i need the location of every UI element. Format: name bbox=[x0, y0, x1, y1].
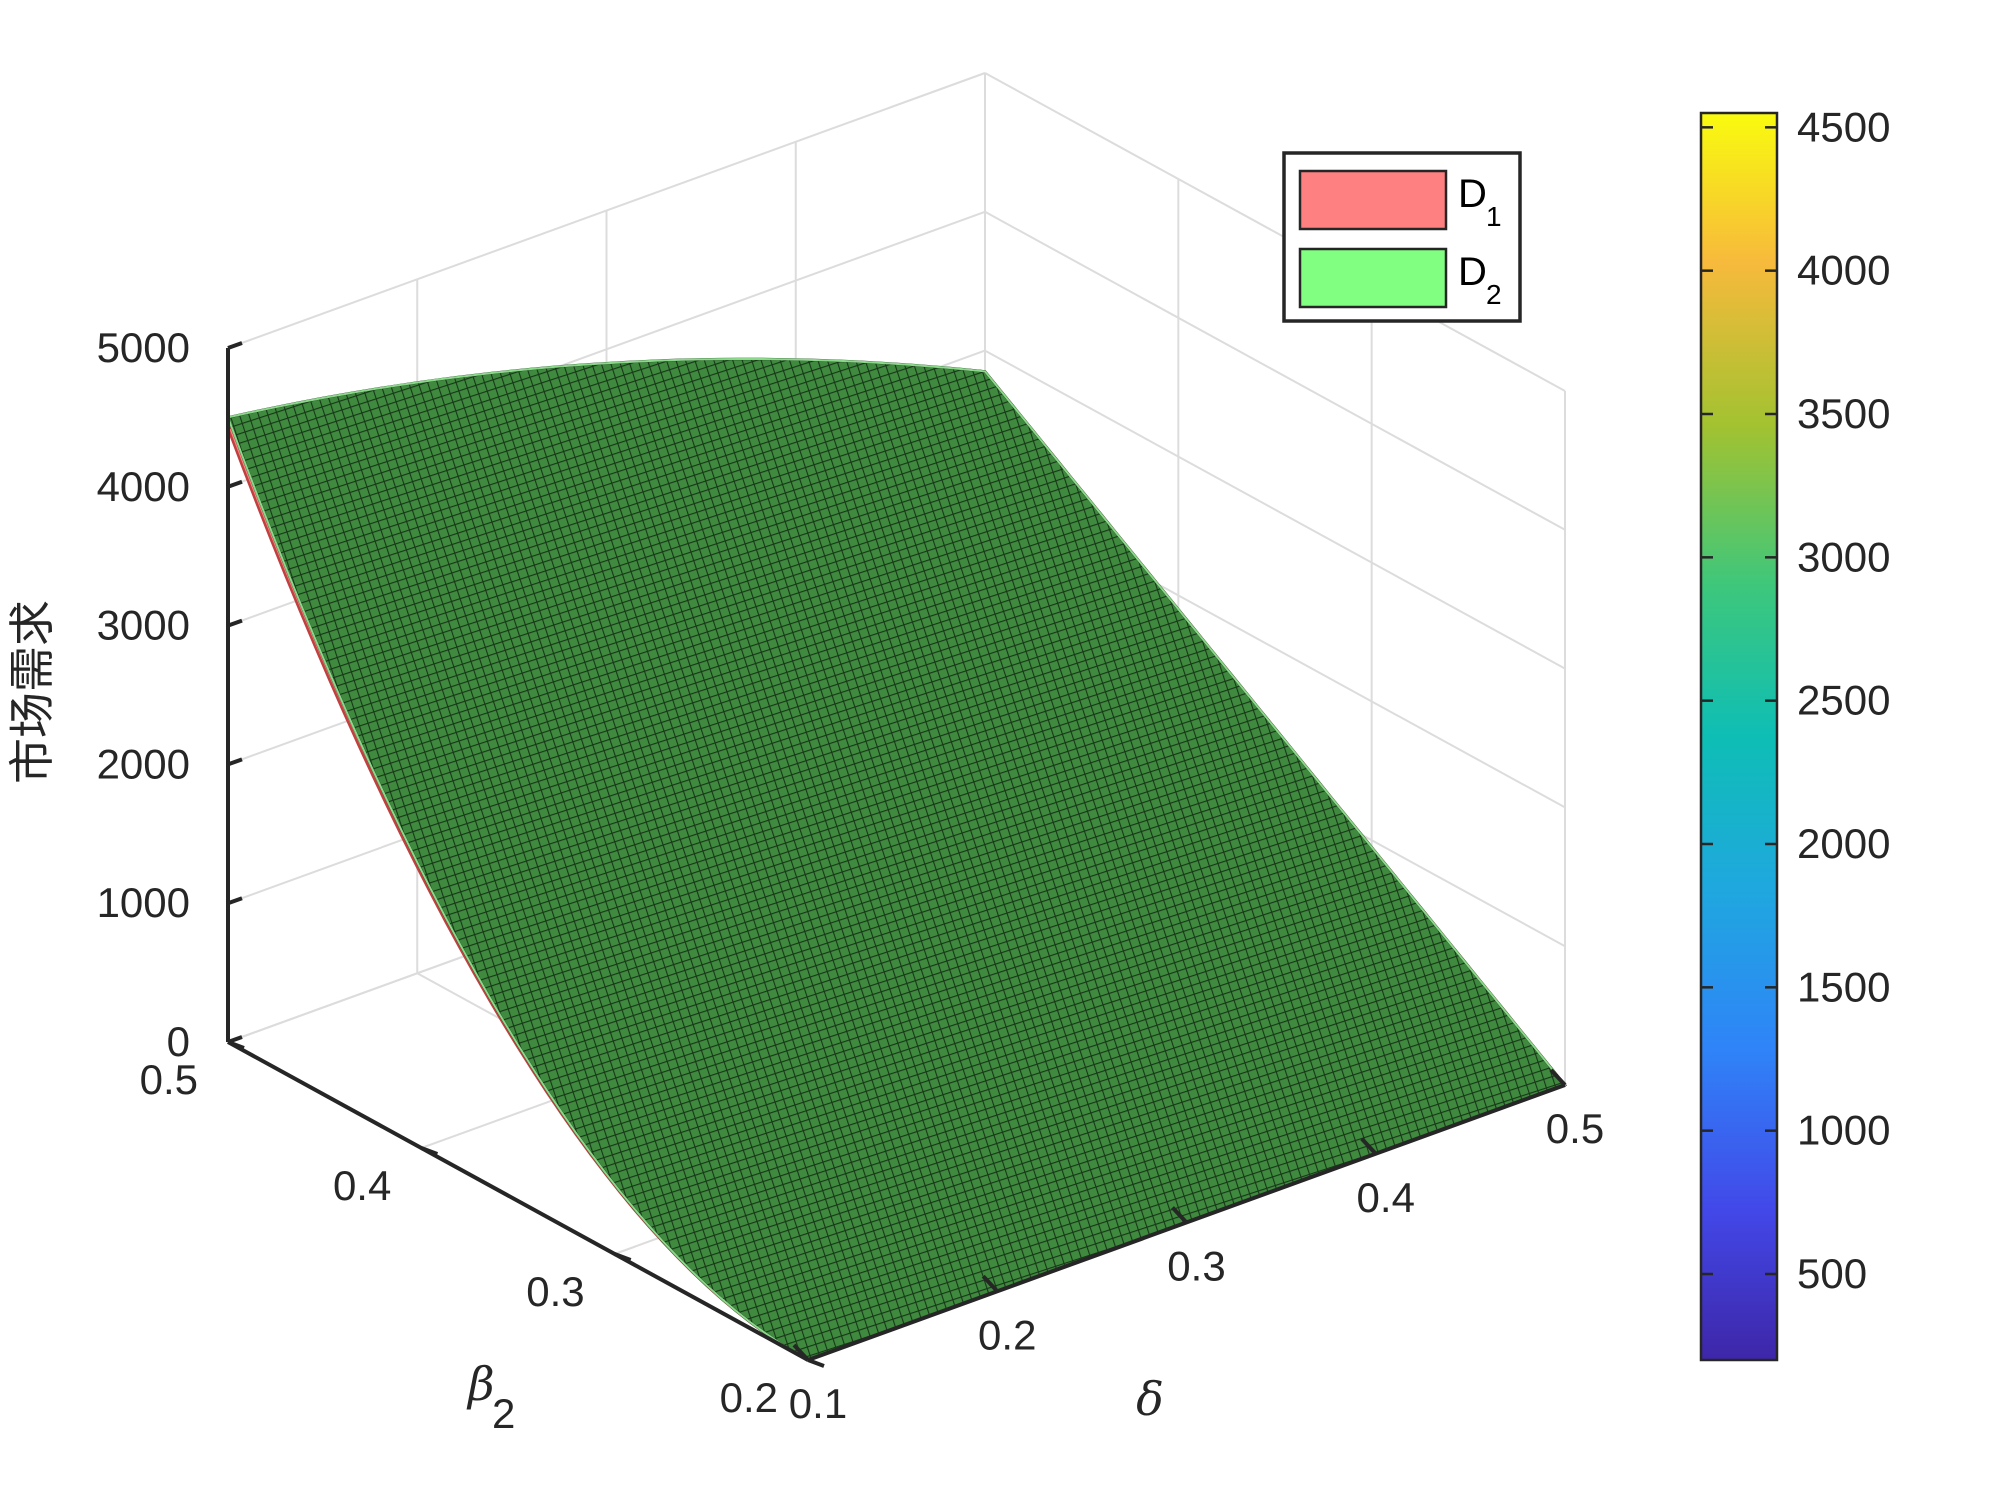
svg-text:β: β bbox=[466, 1357, 495, 1411]
grid-line bbox=[984, 210, 1566, 531]
colorbar-tick-label: 4500 bbox=[1797, 103, 1890, 150]
x-tick-mark bbox=[981, 1274, 999, 1293]
svg-text:2: 2 bbox=[492, 1390, 515, 1437]
z-tick-label: 4000 bbox=[97, 463, 190, 510]
z-tick-mark bbox=[227, 618, 243, 628]
colorbar-ticks: 500 1000 1500 2000 2500 3000 3500 4000 4500 bbox=[1701, 103, 1890, 1297]
y-tick-label: 0.5 bbox=[140, 1056, 198, 1103]
colorbar-gradient bbox=[1699, 111, 1779, 1362]
z-tick-label: 1000 bbox=[97, 879, 190, 926]
z-tick-mark bbox=[227, 479, 243, 489]
y-tick-label: 0.4 bbox=[333, 1162, 391, 1209]
y-tick-mark bbox=[420, 1146, 439, 1156]
y-axis-label: β 2 bbox=[466, 1357, 515, 1437]
surface-layer bbox=[226, 357, 1568, 1362]
axes bbox=[226, 341, 1567, 1368]
colorbar-tick-label: 3500 bbox=[1797, 390, 1890, 437]
legend-swatch-d1 bbox=[1298, 169, 1448, 231]
legend-label-d2: D bbox=[1458, 250, 1487, 294]
legend-label-d1: D bbox=[1458, 172, 1487, 216]
legend-swatch-d2 bbox=[1298, 247, 1448, 309]
tick-labels: 0.10.20.30.40.50.20.30.40.50100020003000… bbox=[97, 324, 1605, 1427]
x-tick-mark bbox=[1549, 1068, 1567, 1087]
z-tick-mark bbox=[227, 896, 243, 906]
legend-sub-d2: 2 bbox=[1486, 279, 1502, 310]
x-tick-mark bbox=[792, 1343, 810, 1362]
z-axis-label: 市场需求 bbox=[5, 600, 59, 784]
y-axis-line bbox=[227, 1040, 809, 1362]
x-tick-label: 0.5 bbox=[1546, 1105, 1604, 1152]
y-tick-mark bbox=[807, 1358, 825, 1368]
legend: D 1 D 2 bbox=[1282, 151, 1522, 323]
colorbar: 500 1000 1500 2000 2500 3000 3500 4000 4500 bbox=[1699, 103, 1890, 1362]
x-tick-label: 0.3 bbox=[1167, 1243, 1225, 1290]
z-tick-label: 3000 bbox=[97, 602, 190, 649]
colorbar-tick-label: 500 bbox=[1797, 1250, 1867, 1297]
z-tick-label: 5000 bbox=[97, 324, 190, 371]
z-tick-label: 2000 bbox=[97, 740, 190, 787]
x-tick-mark bbox=[1360, 1137, 1378, 1156]
colorbar-tick-label: 1500 bbox=[1797, 963, 1890, 1010]
x-tick-label: 0.4 bbox=[1357, 1174, 1415, 1221]
legend-sub-d1: 1 bbox=[1486, 201, 1502, 232]
grid-line bbox=[984, 349, 1566, 670]
grid-line bbox=[984, 72, 1566, 392]
x-axis-label: δ bbox=[1136, 1372, 1164, 1426]
y-tick-mark bbox=[613, 1252, 632, 1262]
x-tick-label: 0.1 bbox=[789, 1380, 847, 1427]
colorbar-tick-label: 2000 bbox=[1797, 820, 1890, 867]
y-tick-label: 0.3 bbox=[526, 1268, 584, 1315]
x-tick-mark bbox=[1171, 1206, 1188, 1224]
colorbar-tick-label: 1000 bbox=[1797, 1107, 1890, 1154]
z-tick-mark bbox=[227, 757, 243, 767]
z-tick-mark bbox=[227, 341, 243, 350]
colorbar-tick-label: 4000 bbox=[1797, 247, 1890, 294]
surface-mesh-d2 bbox=[228, 359, 1565, 1360]
colorbar-tick-label: 3000 bbox=[1797, 533, 1890, 580]
z-tick-mark bbox=[227, 1035, 243, 1044]
colorbar-tick-label: 2500 bbox=[1797, 677, 1890, 724]
z-tick-label: 0 bbox=[167, 1018, 190, 1065]
y-tick-label: 0.2 bbox=[720, 1374, 778, 1421]
x-tick-label: 0.2 bbox=[978, 1311, 1036, 1358]
